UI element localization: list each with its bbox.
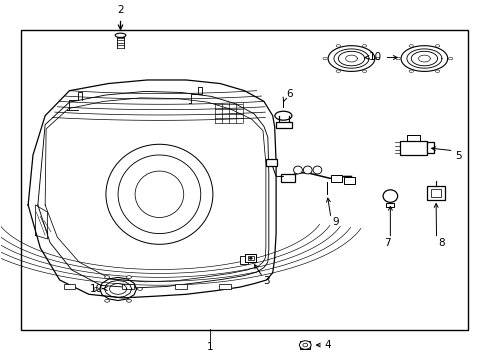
Bar: [281, 174, 294, 182]
Ellipse shape: [274, 111, 291, 120]
Bar: [344, 177, 354, 184]
Bar: [219, 284, 230, 289]
Ellipse shape: [106, 144, 212, 244]
Ellipse shape: [312, 166, 321, 174]
Bar: [245, 254, 256, 262]
Ellipse shape: [434, 70, 439, 72]
Circle shape: [302, 343, 307, 347]
Text: 3: 3: [263, 276, 269, 286]
Ellipse shape: [335, 70, 340, 72]
Ellipse shape: [395, 57, 400, 60]
Bar: [276, 122, 291, 128]
Ellipse shape: [362, 45, 366, 47]
Bar: [21, 30, 467, 330]
Text: 4: 4: [324, 340, 331, 350]
Ellipse shape: [434, 45, 439, 47]
Bar: [300, 342, 309, 348]
Bar: [266, 159, 277, 166]
Circle shape: [249, 257, 252, 259]
Bar: [247, 256, 253, 260]
Ellipse shape: [115, 33, 125, 37]
Bar: [426, 186, 445, 200]
Ellipse shape: [382, 190, 397, 202]
Ellipse shape: [447, 57, 452, 60]
Bar: [386, 203, 393, 207]
Text: 5: 5: [454, 151, 461, 161]
Text: 7: 7: [383, 238, 389, 248]
Ellipse shape: [408, 70, 413, 72]
Ellipse shape: [323, 57, 327, 60]
Ellipse shape: [94, 288, 99, 291]
Ellipse shape: [126, 300, 131, 302]
Ellipse shape: [118, 155, 201, 234]
Text: 8: 8: [438, 238, 444, 248]
Ellipse shape: [375, 57, 379, 60]
Ellipse shape: [303, 166, 311, 174]
Circle shape: [299, 341, 310, 349]
Bar: [239, 256, 248, 264]
Ellipse shape: [104, 276, 109, 279]
Bar: [430, 189, 441, 197]
Ellipse shape: [408, 45, 413, 47]
Bar: [399, 141, 426, 155]
Bar: [175, 284, 187, 289]
Ellipse shape: [135, 171, 183, 217]
Bar: [426, 143, 433, 153]
Text: 10: 10: [89, 284, 102, 294]
Bar: [122, 284, 133, 289]
Text: 9: 9: [332, 217, 339, 227]
Ellipse shape: [137, 288, 142, 291]
Bar: [63, 284, 75, 289]
Text: 1: 1: [207, 342, 213, 352]
Text: 10: 10: [368, 53, 382, 63]
Text: 2: 2: [117, 5, 123, 15]
Ellipse shape: [335, 45, 340, 47]
Ellipse shape: [362, 70, 366, 72]
Ellipse shape: [126, 276, 131, 279]
Text: 6: 6: [285, 89, 292, 99]
Bar: [330, 175, 341, 182]
Ellipse shape: [293, 166, 302, 174]
Ellipse shape: [104, 300, 109, 302]
